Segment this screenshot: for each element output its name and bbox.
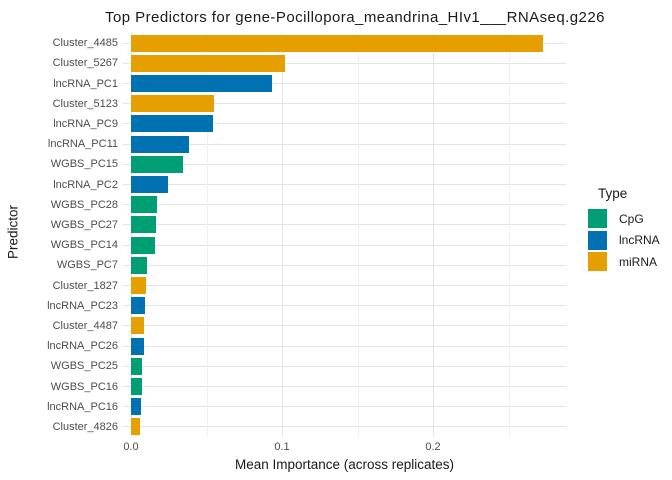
gridline-horizontal bbox=[123, 83, 566, 84]
gridline-horizontal bbox=[123, 204, 566, 206]
y-tick-label: WGBS_PC14 bbox=[50, 239, 118, 252]
y-tick-label: Cluster_4826 bbox=[52, 420, 118, 433]
y-tick-label: Cluster_4487 bbox=[52, 319, 118, 332]
gridline-horizontal bbox=[123, 365, 566, 367]
gridline-horizontal bbox=[123, 426, 566, 428]
gridline-horizontal bbox=[123, 103, 566, 105]
y-tick-label: WGBS_PC16 bbox=[50, 380, 118, 393]
gridline-horizontal bbox=[123, 285, 566, 286]
bar-WGBS_PC27 bbox=[131, 216, 156, 234]
gridline-vertical-minor bbox=[508, 33, 510, 437]
bar-Cluster_4485 bbox=[131, 34, 543, 52]
gridline-horizontal bbox=[123, 345, 566, 347]
legend-item-lncrna: lncRNA bbox=[588, 230, 660, 250]
y-tick-label: Cluster_5267 bbox=[52, 57, 118, 70]
y-tick-label: lncRNA_PC23 bbox=[47, 299, 118, 312]
y-tick-label: lncRNA_PC9 bbox=[53, 117, 118, 130]
gridline-horizontal bbox=[123, 386, 566, 387]
bar-WGBS_PC14 bbox=[131, 236, 155, 254]
y-tick-label: WGBS_PC28 bbox=[50, 198, 118, 211]
legend: Type CpG lncRNA miRNA bbox=[588, 186, 660, 274]
legend-swatch-lncrna bbox=[588, 230, 607, 250]
y-tick-label: lncRNA_PC1 bbox=[53, 77, 118, 90]
gridline-horizontal bbox=[123, 264, 566, 266]
chart-title: Top Predictors for gene-Pocillopora_mean… bbox=[105, 9, 605, 26]
gridline-vertical-minor bbox=[206, 33, 208, 437]
bar-lncRNA_PC11 bbox=[131, 135, 189, 153]
bar-Cluster_4826 bbox=[131, 418, 140, 436]
x-tick-label: 0.0 bbox=[123, 441, 139, 453]
legend-label: miRNA bbox=[619, 254, 657, 269]
gridline-vertical-major bbox=[433, 33, 434, 437]
gridline-horizontal bbox=[123, 406, 566, 408]
bar-WGBS_PC7 bbox=[131, 256, 147, 274]
y-tick-label: lncRNA_PC11 bbox=[47, 138, 118, 151]
gridline-horizontal bbox=[123, 224, 566, 226]
y-tick-label: lncRNA_PC16 bbox=[47, 400, 118, 413]
y-tick-label: Cluster_4485 bbox=[52, 37, 118, 50]
legend-swatch-mirna bbox=[588, 252, 607, 271]
bar-WGBS_PC16 bbox=[131, 378, 142, 395]
legend-label: lncRNA bbox=[619, 233, 660, 247]
bar-Cluster_1827 bbox=[131, 277, 146, 294]
legend-label: CpG bbox=[619, 211, 644, 226]
gridline-horizontal bbox=[123, 305, 566, 307]
bar-WGBS_PC15 bbox=[131, 155, 183, 173]
x-axis-title: Mean Importance (across replicates) bbox=[234, 457, 455, 472]
bar-Cluster_5123 bbox=[131, 95, 214, 113]
bar-WGBS_PC25 bbox=[131, 357, 142, 375]
y-tick-label: WGBS_PC7 bbox=[56, 259, 118, 272]
y-tick-label: WGBS_PC25 bbox=[50, 360, 118, 373]
y-tick-label: lncRNA_PC26 bbox=[47, 340, 118, 353]
legend-item-mirna: miRNA bbox=[588, 252, 660, 271]
gridline-horizontal bbox=[123, 123, 566, 125]
y-tick-label: Cluster_1827 bbox=[52, 279, 118, 292]
plot-panel bbox=[123, 33, 566, 437]
gridline-horizontal bbox=[123, 62, 566, 64]
gridline-vertical-major bbox=[282, 33, 283, 437]
bar-lncRNA_PC26 bbox=[131, 337, 144, 355]
bar-lncRNA_PC16 bbox=[131, 398, 141, 416]
legend-title: Type bbox=[598, 186, 628, 201]
gridline-vertical-major bbox=[131, 33, 132, 437]
y-tick-label: WGBS_PC15 bbox=[50, 158, 118, 171]
gridline-horizontal bbox=[123, 244, 566, 246]
y-tick-label: WGBS_PC27 bbox=[50, 218, 118, 231]
gridline-horizontal bbox=[123, 184, 566, 185]
y-tick-label: lncRNA_PC2 bbox=[53, 178, 118, 191]
gridline-vertical-minor bbox=[357, 33, 359, 437]
x-tick-label: 0.1 bbox=[274, 441, 290, 453]
bar-WGBS_PC28 bbox=[131, 196, 157, 214]
bar-Cluster_5267 bbox=[131, 54, 285, 72]
legend-item-cpg: CpG bbox=[588, 209, 660, 228]
bar-lncRNA_PC1 bbox=[131, 75, 272, 92]
legend-swatch-cpg bbox=[588, 209, 607, 228]
gridline-horizontal bbox=[123, 163, 566, 165]
x-tick-label: 0.2 bbox=[425, 441, 441, 453]
gridline-horizontal bbox=[123, 143, 566, 145]
y-tick-label: Cluster_5123 bbox=[52, 97, 118, 110]
bar-lncRNA_PC23 bbox=[131, 297, 145, 315]
bar-Cluster_4487 bbox=[131, 317, 144, 335]
gridline-horizontal bbox=[123, 325, 566, 327]
bar-lncRNA_PC9 bbox=[131, 115, 213, 133]
bar-lncRNA_PC2 bbox=[131, 176, 168, 193]
